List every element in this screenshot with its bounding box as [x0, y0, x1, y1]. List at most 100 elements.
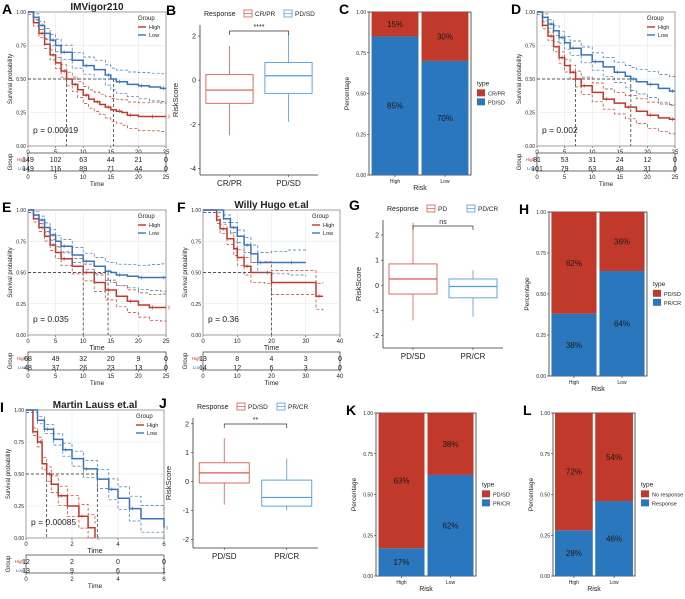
y-tick-label: 0.50 — [363, 493, 373, 499]
x-axis-label: Risk — [587, 586, 601, 593]
data-label: 30% — [437, 32, 453, 41]
legend-label: PR/CR — [664, 301, 681, 307]
risk-count: 12 — [22, 559, 30, 566]
risk-count: 0 — [162, 559, 166, 566]
legend-label: No response — [652, 492, 683, 498]
legend-title: Group — [312, 214, 329, 220]
risk-table-label: Group — [8, 153, 14, 170]
legend-label: PR/CR — [493, 501, 510, 507]
ci-upper-low — [203, 209, 307, 253]
y-tick-label: 0.50 — [16, 77, 26, 83]
significance-bracket — [229, 30, 289, 35]
y-tick-label: 1.00 — [536, 210, 546, 216]
survival-curve-low — [28, 11, 166, 90]
x-tick-label: 5 — [563, 175, 567, 181]
bar-segment-no-response — [595, 413, 633, 502]
x-tick-label: PD/SD — [276, 179, 301, 188]
legend-swatch — [653, 289, 661, 297]
bar-panel-l: 0.00 0.25 0.50 0.75 1.00 Percentage Risk 72% 28%… — [528, 411, 683, 593]
y-axis-label: RiskScore — [171, 83, 180, 117]
legend-label: High — [149, 223, 160, 229]
y-tick-label: -2 — [373, 333, 379, 340]
risk-count: 68 — [24, 356, 32, 363]
bar-segment-cr-pr — [421, 12, 469, 61]
y-tick-label: 1.00 — [363, 411, 373, 417]
risk-row-label: Low — [16, 568, 25, 573]
legend-label: CR/PR — [488, 91, 505, 97]
x-tick-label: 15 — [107, 339, 114, 345]
legend-title: type — [477, 80, 490, 87]
x-tick-label: CR/PR — [217, 179, 242, 188]
y-tick-label: 0.25 — [16, 302, 26, 308]
legend: Response PD/SD PR/CR — [197, 402, 309, 411]
x-tick-label: 20 — [135, 339, 142, 345]
legend-title: Group — [138, 16, 155, 22]
panel-letter-e: E — [2, 199, 11, 215]
x-tick-label: 40 — [337, 374, 344, 380]
legend-swatch — [482, 490, 490, 498]
y-tick-label: 0.00 — [16, 333, 26, 339]
bar-segment-cr-pr — [371, 12, 419, 37]
y-tick-label: -4 — [190, 166, 196, 173]
x-axis-label: Time — [89, 345, 104, 352]
x-tick-label: High — [396, 580, 407, 586]
bar-segment-pd-sd — [599, 212, 645, 272]
risk-count: 81 — [533, 157, 541, 164]
data-label: 17% — [393, 558, 409, 567]
bar-segment-pr-cr — [427, 474, 474, 576]
data-label: 62% — [566, 259, 582, 268]
y-tick-label: 0.00 — [540, 574, 550, 580]
x-tick-label: Low — [609, 580, 619, 586]
x-tick-label: 20 — [135, 374, 142, 380]
x-tick-label: 0 — [26, 339, 30, 345]
legend-title: Group — [138, 214, 155, 220]
significance-label: ns — [439, 219, 447, 226]
risk-count: 48 — [24, 365, 32, 372]
legend-swatch — [482, 499, 490, 507]
data-label: 28% — [566, 549, 582, 558]
bar-segment-response — [595, 501, 633, 576]
bar-segment-response — [555, 530, 593, 576]
risk-count: 3 — [304, 356, 308, 363]
box-cr-pr — [205, 74, 254, 104]
y-tick-label: 1.00 — [14, 408, 24, 414]
box-pr-cr — [448, 278, 498, 299]
p-value: p = 0.035 — [33, 314, 69, 324]
bar-segment-pr-cr — [599, 271, 645, 376]
y-tick-label: 0.50 — [540, 493, 550, 499]
y-axis-label: RiskScore — [354, 267, 363, 301]
legend-label: PD/SD — [488, 100, 505, 106]
y-axis-label: Percentage — [528, 477, 535, 511]
y-tick-label: 0.50 — [14, 472, 24, 478]
x-tick-label: 15 — [616, 175, 623, 181]
risk-row-label: High — [15, 559, 25, 564]
y-axis-label: Survival probability — [8, 247, 14, 297]
x-tick-label: 40 — [337, 339, 344, 345]
ci-upper-high — [203, 209, 324, 284]
x-axis-label: Risk — [591, 386, 605, 393]
y-tick-label: 1 — [185, 450, 189, 457]
x-tick-label: PR/CR — [461, 352, 486, 361]
x-tick-label: PR/CR — [274, 552, 299, 561]
x-tick-label: 10 — [234, 339, 241, 345]
x-axis-label: Time — [264, 380, 279, 387]
risk-row-label: Low — [18, 166, 27, 171]
x-tick-label: 15 — [107, 175, 114, 181]
x-tick-label: PD/SD — [401, 352, 426, 361]
panel-letter-h: H — [519, 201, 529, 217]
risk-count: 12 — [233, 365, 241, 372]
y-tick-label: 0.50 — [356, 92, 366, 98]
risk-row-label: High — [526, 157, 536, 162]
bar-segment-pd-sd — [551, 212, 597, 314]
risk-count: 101 — [531, 166, 543, 173]
risk-count: 20 — [107, 356, 115, 363]
risk-count: 116 — [50, 166, 61, 173]
x-tick-label: 20 — [268, 374, 275, 380]
risk-count: 21 — [135, 157, 143, 164]
legend: Response CR/PR PD/SD — [204, 9, 315, 18]
p-value: p = 0.00019 — [33, 125, 78, 135]
legend-title: Response — [387, 206, 419, 213]
legend-label: High — [658, 25, 669, 31]
p-value: p = 0.00085 — [31, 517, 76, 527]
